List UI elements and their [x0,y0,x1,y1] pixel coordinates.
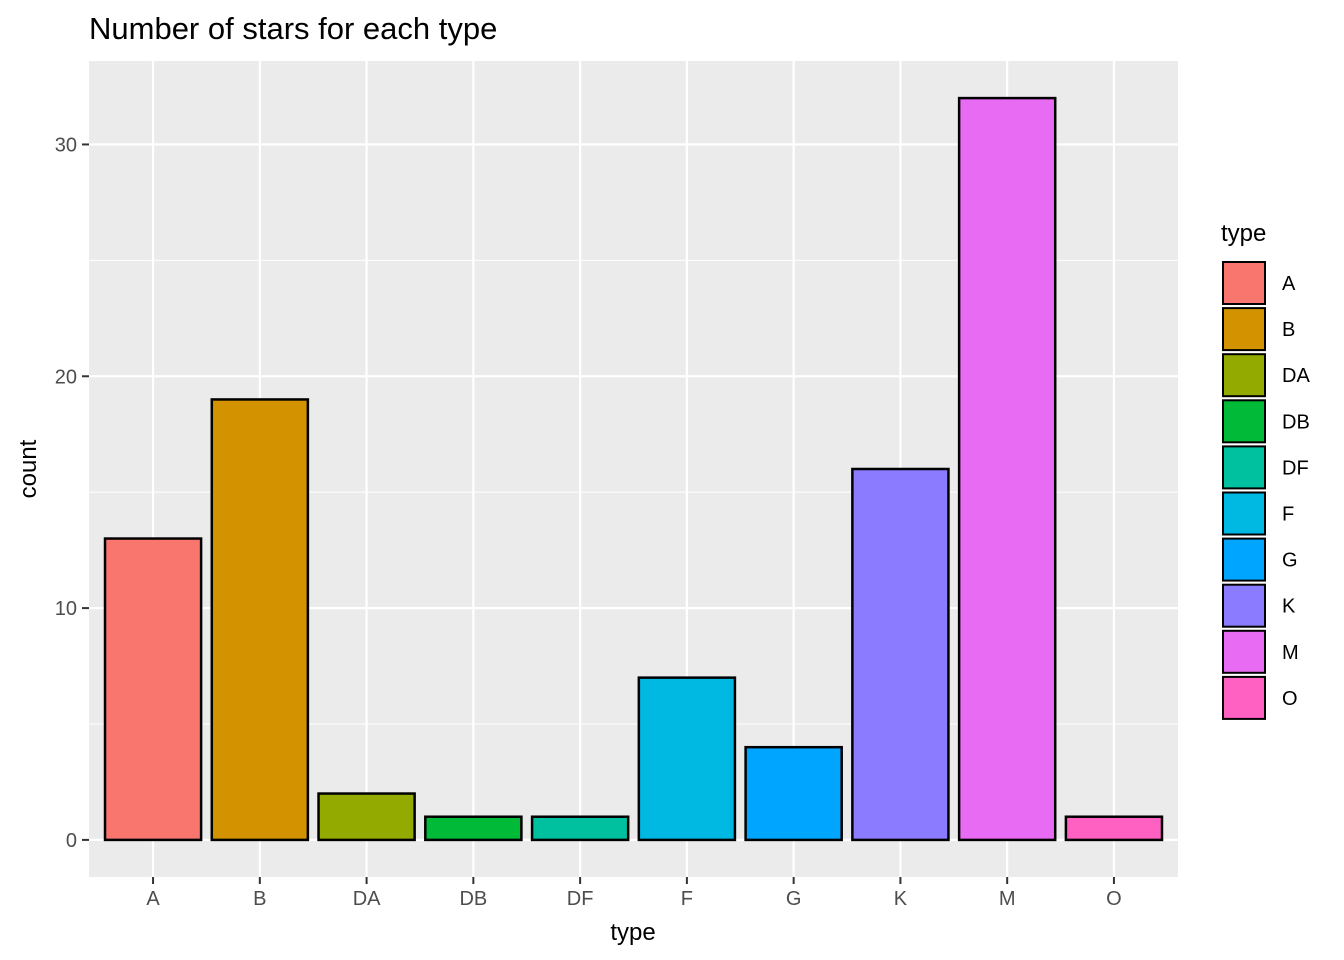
x-tick-label: B [253,888,266,910]
legend-key-db [1222,399,1266,444]
x-tick-label: DF [567,888,594,910]
y-axis: 0 10 20 30 [55,134,89,852]
legend-label: DB [1282,411,1310,433]
legend-key-g [1222,537,1266,582]
legend-label: M [1282,642,1299,664]
x-tick-label: K [894,888,908,910]
bar-k [851,467,950,842]
legend-key-da [1222,353,1266,398]
legend-label: G [1282,550,1298,572]
y-tick-label: 30 [55,134,77,156]
legend-label: O [1282,688,1298,710]
legend-key-a [1222,261,1266,305]
bar-df [530,815,630,842]
legend-key-b [1222,307,1266,352]
x-axis-title: type [610,919,655,946]
legend-label: A [1282,273,1296,295]
bar-a [103,537,203,842]
bar-o [1064,815,1164,842]
x-tick-label: A [146,888,160,910]
legend-items: A B DA DB DF F G K M O [1222,261,1310,720]
legend-title: type [1221,220,1266,247]
legend-key-f [1222,491,1266,536]
legend-key-df [1222,445,1266,490]
y-tick-label: 0 [66,830,77,852]
x-tick-label: M [999,888,1016,910]
bar-da [317,792,416,842]
legend-label: F [1282,504,1294,526]
x-axis: A B DA DB DF F G K M O [146,877,1122,910]
legend-key-m [1222,629,1266,674]
bars [103,96,1164,842]
legend: type A B DA DB DF F G K M O [1221,220,1310,720]
bar-g [744,745,843,842]
legend-label: K [1282,596,1296,618]
legend-key-o [1222,675,1266,720]
legend-label: B [1282,319,1295,341]
x-tick-label: O [1106,888,1122,910]
x-tick-label: G [786,888,802,910]
bar-f [637,676,737,842]
y-tick-label: 10 [55,598,77,620]
bar-db [424,815,523,842]
legend-label: DA [1282,365,1310,387]
x-tick-label: DA [353,888,381,910]
chart-title: Number of stars for each type [89,11,497,46]
y-axis-title: count [15,439,42,498]
bar-b [210,398,310,842]
x-tick-label: DB [459,888,487,910]
y-tick-label: 20 [55,366,77,388]
legend-key-k [1222,583,1266,628]
legend-label: DF [1282,457,1309,479]
x-tick-label: F [681,888,693,910]
bar-m [957,96,1057,842]
